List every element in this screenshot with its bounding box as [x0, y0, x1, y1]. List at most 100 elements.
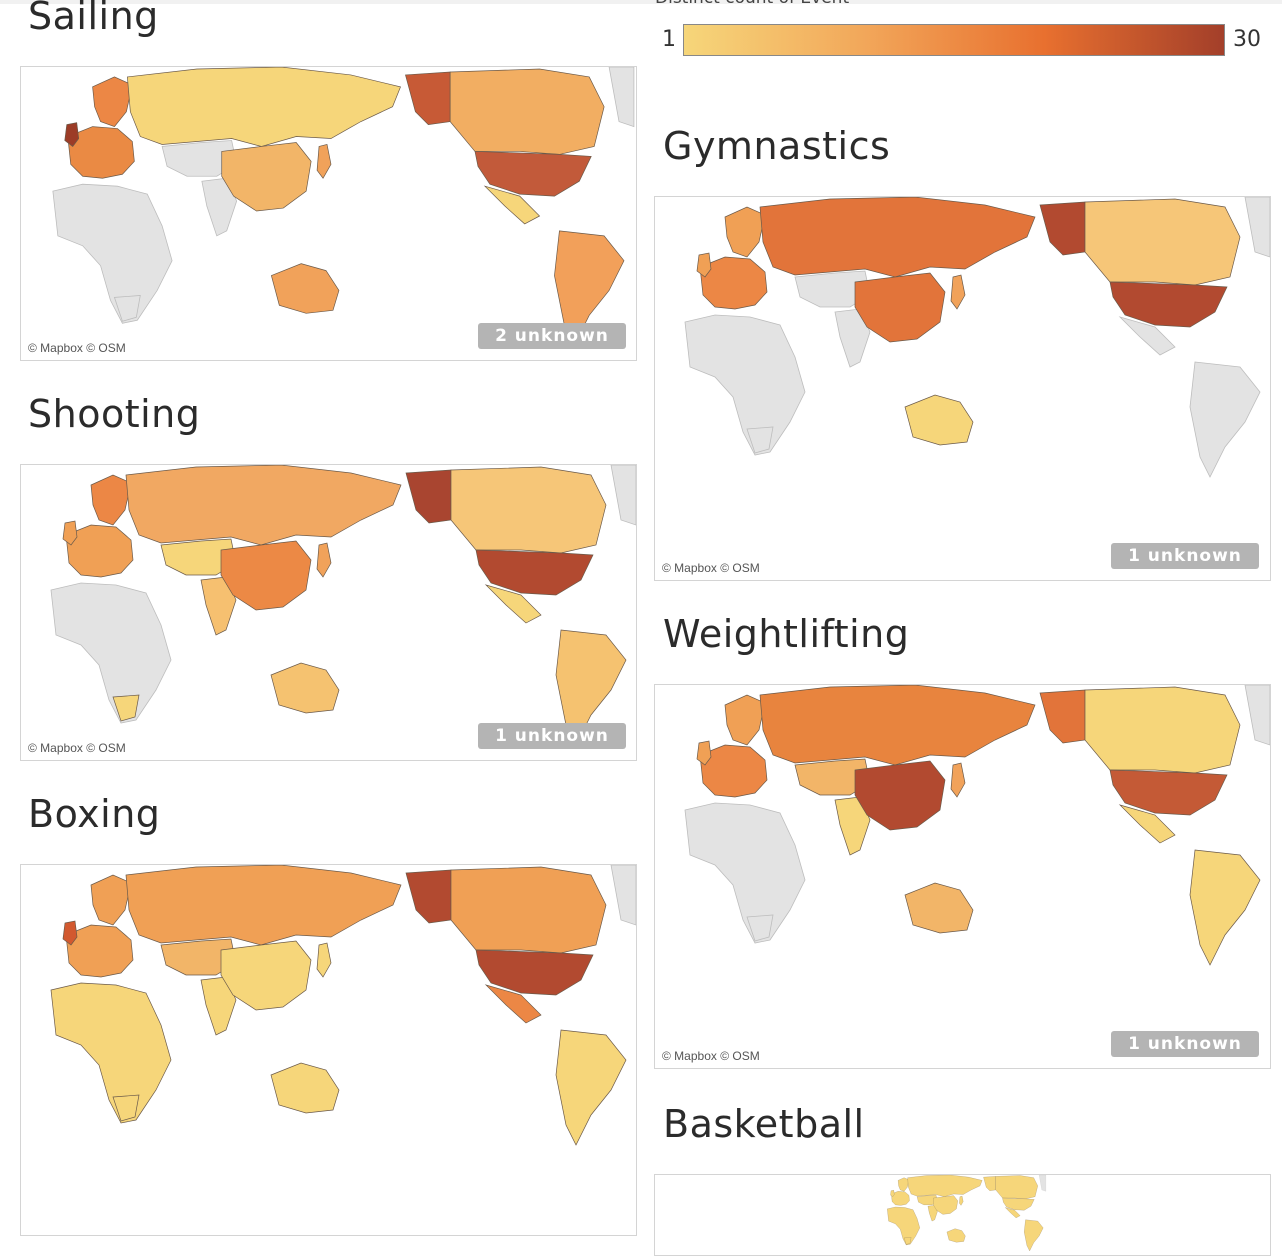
country-canada[interactable] — [995, 1175, 1038, 1199]
country-africa[interactable] — [50, 982, 172, 1124]
country-japan[interactable] — [959, 1196, 964, 1206]
country-canada[interactable] — [450, 466, 607, 554]
map-weightlifting[interactable]: © Mapbox © OSM 1 unknown — [654, 684, 1271, 1069]
country-mexico[interactable] — [1118, 316, 1176, 356]
country-alaska[interactable] — [1039, 689, 1086, 744]
map-boxing[interactable] — [20, 864, 637, 1236]
country-canada[interactable] — [1084, 686, 1241, 774]
map-canvas — [684, 685, 1270, 966]
country-alaska[interactable] — [1039, 201, 1086, 256]
country-australia[interactable] — [904, 394, 974, 446]
map-title-shooting: Shooting — [28, 392, 201, 436]
country-southafrica[interactable] — [112, 694, 140, 722]
country-alaska[interactable] — [405, 869, 452, 924]
country-southamerica[interactable] — [555, 629, 627, 746]
country-uk[interactable] — [696, 252, 712, 278]
unknown-badge[interactable]: 1 unknown — [1111, 543, 1259, 569]
country-china[interactable] — [220, 540, 312, 611]
country-japan[interactable] — [950, 274, 966, 310]
country-russia[interactable] — [125, 865, 402, 946]
country-usa[interactable] — [475, 949, 594, 996]
country-southafrica[interactable] — [746, 914, 774, 942]
country-southamerica[interactable] — [1189, 361, 1261, 478]
country-africa[interactable] — [684, 314, 806, 456]
country-europe[interactable] — [65, 924, 134, 978]
country-mexico[interactable] — [484, 984, 542, 1024]
country-japan[interactable] — [316, 542, 332, 578]
country-southamerica[interactable] — [1024, 1219, 1044, 1252]
country-scandinavia[interactable] — [90, 874, 132, 926]
country-southafrica[interactable] — [746, 426, 774, 454]
country-australia[interactable] — [270, 1062, 340, 1114]
country-russia[interactable] — [126, 67, 401, 147]
country-scandinavia[interactable] — [90, 474, 132, 526]
map-attribution: © Mapbox © OSM — [28, 341, 126, 355]
country-alaska[interactable] — [405, 71, 451, 125]
map-canvas — [50, 865, 636, 1146]
country-mexico[interactable] — [1118, 804, 1176, 844]
country-alaska[interactable] — [405, 469, 452, 524]
country-southafrica[interactable] — [113, 295, 141, 322]
country-china[interactable] — [854, 272, 946, 343]
country-europe[interactable] — [699, 256, 768, 310]
country-europe[interactable] — [67, 126, 135, 179]
country-southamerica[interactable] — [1189, 849, 1261, 966]
country-uk[interactable] — [62, 520, 78, 546]
country-china[interactable] — [854, 760, 946, 831]
country-japan[interactable] — [316, 144, 332, 179]
country-scandinavia[interactable] — [724, 694, 766, 746]
country-europe[interactable] — [891, 1191, 910, 1206]
country-usa[interactable] — [1109, 769, 1228, 816]
country-russia[interactable] — [759, 685, 1036, 766]
country-australia[interactable] — [904, 882, 974, 934]
country-africa[interactable] — [52, 183, 173, 324]
country-europe[interactable] — [699, 744, 768, 798]
country-mexico[interactable] — [484, 584, 542, 624]
country-greenland — [1038, 1175, 1046, 1192]
country-usa[interactable] — [1109, 281, 1228, 328]
country-africa[interactable] — [50, 582, 172, 724]
country-canada[interactable] — [449, 68, 605, 155]
country-usa[interactable] — [475, 549, 594, 596]
country-africa[interactable] — [887, 1206, 920, 1246]
map-gymnastics[interactable]: © Mapbox © OSM 1 unknown — [654, 196, 1271, 581]
country-japan[interactable] — [950, 762, 966, 798]
country-china[interactable] — [220, 940, 312, 1011]
country-southamerica[interactable] — [554, 230, 625, 346]
unknown-badge[interactable]: 1 unknown — [478, 723, 626, 749]
map-sailing[interactable]: © Mapbox © OSM 2 unknown — [20, 66, 637, 361]
country-southamerica[interactable] — [555, 1029, 627, 1146]
country-scandinavia[interactable] — [897, 1177, 910, 1192]
country-usa[interactable] — [474, 151, 592, 197]
country-mexico[interactable] — [1004, 1207, 1021, 1218]
country-uk[interactable] — [64, 122, 80, 147]
country-scandinavia[interactable] — [724, 206, 766, 258]
country-russia[interactable] — [907, 1175, 983, 1197]
country-africa[interactable] — [684, 802, 806, 944]
country-japan[interactable] — [316, 942, 332, 978]
country-usa[interactable] — [1002, 1197, 1035, 1211]
country-china[interactable] — [933, 1195, 958, 1215]
country-russia[interactable] — [125, 465, 402, 546]
country-scandinavia[interactable] — [92, 76, 133, 128]
country-china[interactable] — [221, 142, 312, 212]
country-southafrica[interactable] — [112, 1094, 140, 1122]
country-mexico[interactable] — [483, 185, 541, 225]
unknown-badge[interactable]: 1 unknown — [1111, 1031, 1259, 1057]
map-shooting[interactable]: © Mapbox © OSM 1 unknown — [20, 464, 637, 761]
unknown-badge[interactable]: 2 unknown — [478, 323, 626, 349]
country-uk[interactable] — [696, 740, 712, 766]
country-australia[interactable] — [946, 1228, 966, 1243]
country-uk[interactable] — [890, 1190, 895, 1197]
country-europe[interactable] — [65, 524, 134, 578]
country-alaska[interactable] — [983, 1176, 996, 1191]
country-australia[interactable] — [270, 263, 340, 314]
country-greenland — [1244, 685, 1270, 746]
country-canada[interactable] — [450, 866, 607, 954]
country-uk[interactable] — [62, 920, 78, 946]
country-canada[interactable] — [1084, 198, 1241, 286]
country-southafrica[interactable] — [903, 1237, 912, 1245]
country-australia[interactable] — [270, 662, 340, 714]
map-basketball[interactable] — [654, 1174, 1271, 1256]
country-russia[interactable] — [759, 197, 1036, 278]
